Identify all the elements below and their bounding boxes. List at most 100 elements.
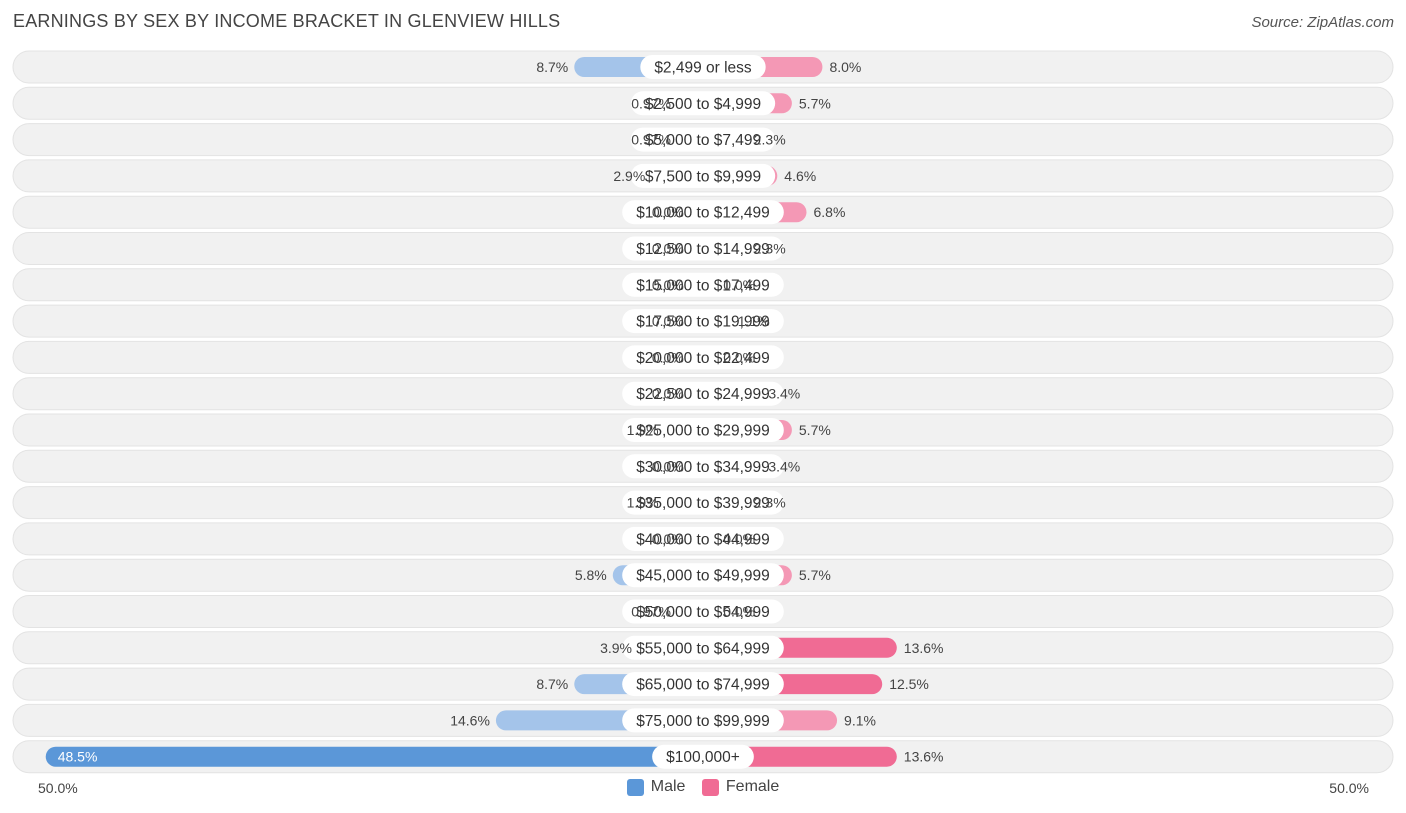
category-label-pill	[622, 345, 784, 370]
category-label-pill	[622, 563, 784, 588]
axis-left-label: 50.0%	[38, 780, 78, 796]
female-value-label: 12.5%	[889, 676, 929, 692]
female-value-label: 8.0%	[829, 59, 861, 75]
male-value-label: 0.0%	[652, 277, 684, 293]
female-value-label: 0.0%	[723, 349, 755, 365]
male-value-label: 0.97%	[631, 604, 671, 620]
chart-title: EARNINGS BY SEX BY INCOME BRACKET IN GLE…	[13, 11, 561, 31]
legend-label-female: Female	[725, 778, 780, 795]
category-label: $2,499 or less	[654, 60, 752, 77]
category-label: $15,000 to $17,499	[636, 277, 770, 294]
category-label-pill	[630, 91, 776, 116]
category-label: $7,500 to $9,999	[645, 168, 761, 185]
female-value-label: 3.4%	[768, 386, 800, 402]
legend: Male Female	[0, 778, 1406, 801]
category-label: $45,000 to $49,999	[636, 568, 770, 585]
category-label-pill	[622, 381, 784, 406]
male-value-label: 14.6%	[450, 712, 490, 728]
category-label: $75,000 to $99,999	[636, 713, 770, 730]
female-value-label: 4.6%	[784, 168, 816, 184]
category-label-pill	[622, 526, 784, 551]
male-value-label: 0.0%	[652, 349, 684, 365]
female-value-label: 2.3%	[754, 495, 786, 511]
legend-swatch-male	[626, 778, 644, 796]
male-bar	[45, 746, 704, 767]
category-label-pill	[652, 744, 754, 769]
category-label: $20,000 to $22,499	[636, 350, 770, 367]
category-label-pill	[630, 127, 776, 152]
female-value-label: 5.7%	[799, 567, 831, 583]
female-value-label: 1.1%	[738, 313, 770, 329]
female-value-label: 13.6%	[904, 640, 944, 656]
female-value-label: 3.4%	[768, 458, 800, 474]
category-label: $12,500 to $14,999	[636, 241, 770, 258]
category-label-pill	[622, 418, 784, 442]
female-value-label: 6.8%	[814, 204, 846, 220]
category-label-pill	[622, 200, 784, 225]
female-value-label: 0.0%	[723, 604, 755, 620]
category-label-pill	[622, 236, 784, 261]
category-label-pill	[622, 309, 784, 334]
category-label: $2,500 to $4,999	[645, 96, 761, 113]
category-label: $65,000 to $74,999	[636, 677, 770, 694]
category-label: $30,000 to $34,999	[636, 459, 770, 476]
female-value-label: 2.3%	[754, 132, 786, 148]
male-value-label: 0.97%	[631, 132, 671, 148]
category-label: $5,000 to $7,499	[645, 132, 761, 149]
female-value-label: 13.6%	[904, 749, 944, 765]
category-label: $40,000 to $44,999	[636, 531, 770, 548]
category-label-pill	[630, 163, 776, 188]
bar-row: $65,000 to $74,999 8.7% 12.5%	[12, 667, 1394, 701]
legend-item-female[interactable]: Female	[701, 778, 780, 796]
source-label: Source: ZipAtlas.com	[1251, 14, 1394, 31]
female-value-label: 9.1%	[844, 712, 876, 728]
legend-swatch-female	[701, 778, 719, 796]
female-value-label: 5.7%	[799, 422, 831, 438]
category-label-pill	[622, 272, 784, 297]
male-value-label: 0.0%	[652, 241, 684, 257]
male-value-label: 8.7%	[536, 59, 568, 75]
bar-row: $2,499 or less 8.7% 8.0%	[12, 50, 1394, 84]
category-label: $25,000 to $29,999	[636, 423, 770, 440]
female-value-label: 2.3%	[754, 241, 786, 257]
male-value-label: 2.9%	[613, 168, 645, 184]
category-label-pill	[622, 635, 784, 660]
male-value-label: 0.0%	[652, 386, 684, 402]
legend-label-male: Male	[650, 778, 686, 795]
male-value-label: 48.5%	[58, 749, 98, 765]
category-label: $22,500 to $24,999	[636, 386, 770, 403]
bar-row: $75,000 to $99,999 14.6% 9.1%	[12, 703, 1394, 737]
category-label: $35,000 to $39,999	[636, 495, 770, 512]
legend-item-male[interactable]: Male	[626, 778, 686, 796]
category-label-pill	[622, 672, 784, 697]
category-label-pill	[622, 454, 784, 479]
bar-row: $45,000 to $49,999 5.8% 5.7%	[12, 558, 1394, 592]
category-label: $17,500 to $19,999	[636, 314, 770, 331]
category-label-pill	[622, 708, 784, 733]
category-label-pill	[640, 55, 766, 79]
male-value-label: 3.9%	[600, 640, 632, 656]
category-label-pill	[622, 599, 784, 624]
male-value-label: 0.97%	[631, 95, 671, 111]
category-label: $55,000 to $64,999	[636, 640, 770, 657]
male-value-label: 0.0%	[652, 313, 684, 329]
male-value-label: 1.9%	[627, 422, 659, 438]
female-value-label: 0.0%	[723, 531, 755, 547]
male-value-label: 8.7%	[536, 676, 568, 692]
male-value-label: 0.0%	[652, 531, 684, 547]
